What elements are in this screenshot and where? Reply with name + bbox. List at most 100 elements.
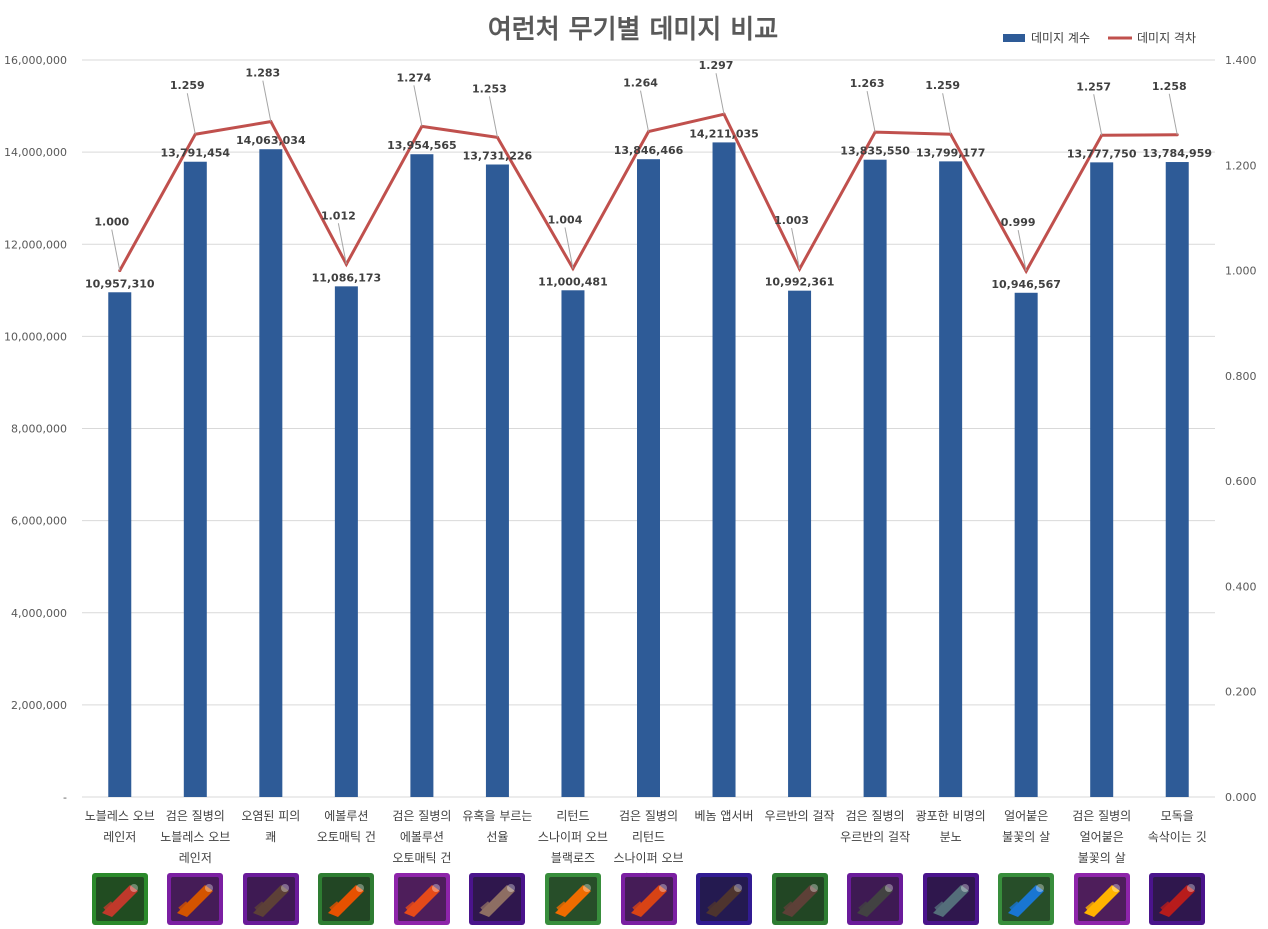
gun-icon [847, 873, 903, 925]
bar [334, 286, 358, 797]
leader-line [262, 80, 272, 122]
category-label: 유혹을 부르는 [462, 809, 532, 823]
category-label: 레인저 [103, 830, 136, 844]
gun-icon [243, 873, 299, 925]
legend-line-label: 데미지 격차 [1137, 31, 1196, 45]
category-label: 광포한 비명의 [916, 809, 986, 823]
bar-value-label: 11,000,481 [538, 275, 608, 288]
line-value-label: 1.274 [397, 71, 432, 84]
category-label: 검은 질병의 [166, 809, 225, 823]
gun-icon [469, 873, 525, 925]
leader-line [715, 73, 725, 115]
line-value-label: 1.297 [699, 59, 734, 72]
bar [183, 161, 207, 798]
line-value-label: 1.283 [245, 67, 280, 80]
category-label: 검은 질병의 [619, 809, 678, 823]
line-value-label: 1.263 [850, 77, 885, 90]
leader-line [337, 223, 347, 265]
category-label: 오토매틱 건 [317, 830, 376, 844]
bar [939, 161, 963, 797]
line-value-label: 1.259 [170, 79, 205, 92]
bar [863, 159, 887, 798]
right-tick-label: 0.600 [1225, 475, 1257, 488]
category-label: 분노 [940, 830, 962, 844]
right-tick-label: 1.000 [1225, 265, 1257, 278]
category-label: 속삭이는 깃 [1148, 830, 1207, 844]
left-tick-label: 10,000,000 [4, 330, 67, 343]
left-tick-label: 8,000,000 [11, 423, 67, 436]
left-tick-label: 4,000,000 [11, 607, 67, 620]
right-tick-label: 1.400 [1225, 54, 1257, 67]
bar [1014, 292, 1038, 797]
category-label: 선율 [486, 830, 508, 844]
category-label: 에볼루션 [400, 830, 444, 844]
line-value-label: 0.999 [1001, 216, 1036, 229]
bar-value-label: 13,784,959 [1142, 147, 1212, 160]
category-label: 오염된 피의 [241, 809, 300, 823]
right-tick-label: 0.200 [1225, 686, 1257, 699]
category-label: 검은 질병의 [392, 809, 451, 823]
bar-series [108, 142, 1189, 798]
line-data-labels: 1.000 1.259 1.283 1.012 1.274 1.253 1.004 1.264… [94, 59, 1187, 272]
bar-value-label: 13,799,177 [916, 146, 986, 159]
leader-line [111, 229, 121, 271]
gun-icon [545, 873, 601, 925]
left-tick-label: - [63, 791, 67, 804]
bar [485, 164, 509, 798]
bar-data-labels: 10,957,310 13,791,454 14,063,034 11,086,173… [85, 127, 1212, 290]
left-tick-label: 12,000,000 [4, 238, 67, 251]
leader-line [942, 93, 952, 135]
bar-value-label: 14,211,035 [689, 127, 759, 140]
gun-icon [167, 873, 223, 925]
line-value-label: 1.258 [1152, 80, 1187, 93]
category-label: 모독을 [1161, 809, 1194, 823]
bar-value-label: 10,957,310 [85, 277, 155, 290]
category-label: 레인저 [179, 851, 212, 865]
category-label: 불꽃의 살 [1078, 851, 1126, 865]
leader-line [488, 96, 498, 138]
category-label: 블랙로즈 [551, 851, 595, 865]
bar-value-label: 14,063,034 [236, 134, 306, 147]
bar-value-label: 13,731,226 [463, 150, 533, 163]
right-tick-label: 0.400 [1225, 580, 1257, 593]
category-label: 오토매틱 건 [392, 851, 451, 865]
leader-line [640, 90, 649, 132]
leader-line [186, 93, 196, 135]
category-label: 스나이퍼 오브 [538, 830, 608, 844]
left-tick-label: 14,000,000 [4, 146, 67, 159]
gun-icon [1149, 873, 1205, 925]
category-label: 얼어붙은 [1004, 809, 1048, 823]
bar-value-label: 13,835,550 [840, 145, 910, 158]
category-label: 검은 질병의 [846, 809, 905, 823]
gun-icon [772, 873, 828, 925]
right-tick-label: 1.200 [1225, 159, 1257, 172]
right-tick-label: 0.000 [1225, 791, 1257, 804]
bar [108, 292, 132, 797]
left-tick-label: 16,000,000 [4, 54, 67, 67]
category-label: 리턴드 [632, 830, 665, 844]
gun-icon [696, 873, 752, 925]
category-label: 불꽃의 살 [1002, 830, 1050, 844]
line-value-label: 1.257 [1076, 80, 1111, 93]
line-value-label: 1.012 [321, 209, 356, 222]
bar [712, 142, 736, 798]
right-axis: 0.000 0.200 0.400 0.600 0.800 1.000 1.200 1.400 [1225, 54, 1257, 804]
left-axis: - 2,000,000 4,000,000 6,000,000 8,000,000 10,… [4, 54, 67, 804]
gun-icon [998, 873, 1054, 925]
category-label: 우르반의 걸작 [765, 809, 835, 823]
category-label: 리턴드 [556, 809, 589, 823]
gun-icon [92, 873, 148, 925]
category-label: 우르반의 걸작 [840, 830, 910, 844]
line-value-label: 1.000 [94, 216, 129, 229]
category-label: 스나이퍼 오브 [613, 851, 683, 865]
category-label: 검은 질병의 [1072, 809, 1131, 823]
bar-value-label: 11,086,173 [312, 271, 382, 284]
gun-icon [1074, 873, 1130, 925]
bar [561, 290, 585, 797]
category-label: 쾌 [265, 830, 276, 844]
category-label: 베놈 앱서버 [695, 809, 754, 823]
bar-value-label: 13,954,565 [387, 139, 457, 152]
legend-bar-label: 데미지 계수 [1031, 31, 1090, 45]
bar [1165, 162, 1189, 797]
